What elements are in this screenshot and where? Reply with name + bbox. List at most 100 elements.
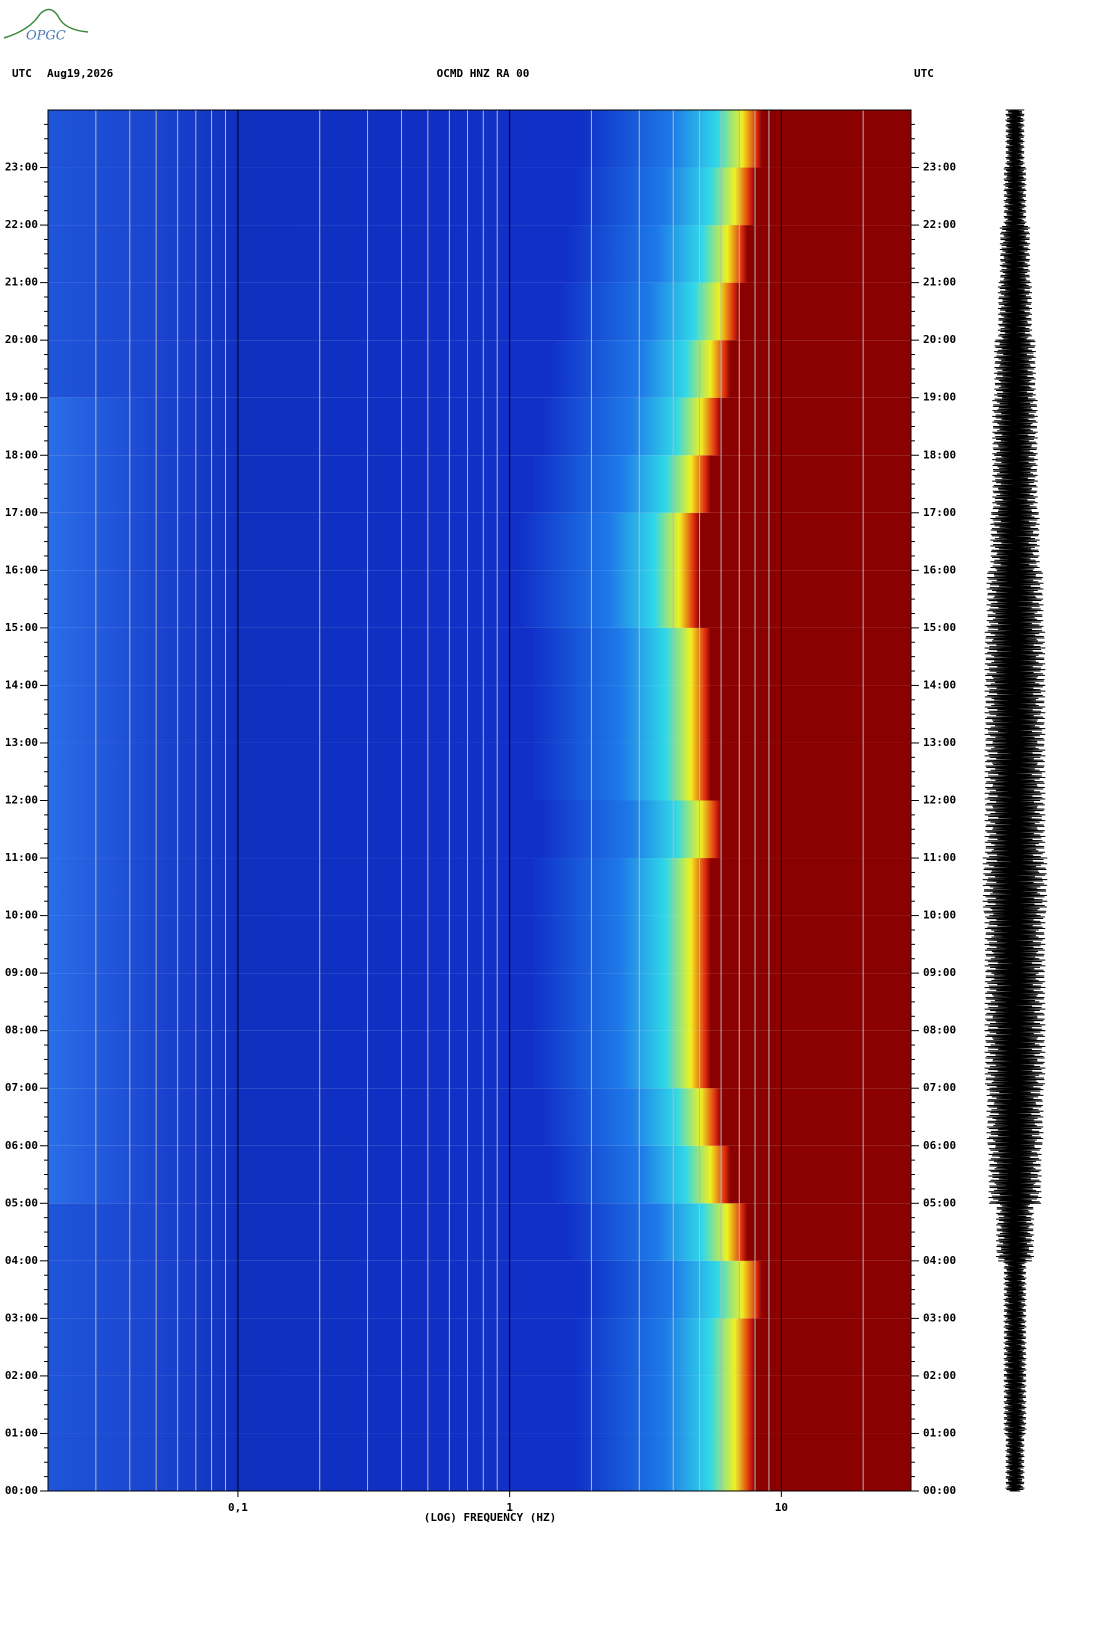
y-tick-label: 17:00	[5, 506, 38, 519]
trace-segment	[997, 282, 1033, 341]
y-tick-label: 10:00	[5, 909, 38, 922]
y-tick-label-right: 05:00	[923, 1196, 956, 1209]
y-tick-label-right: 16:00	[923, 563, 956, 576]
trace-segment	[1003, 1260, 1027, 1319]
y-tick-label: 03:00	[5, 1311, 38, 1324]
logo: OPGC	[3, 8, 89, 44]
y-tick-label-right: 02:00	[923, 1369, 956, 1382]
y-tick-label-right: 17:00	[923, 506, 956, 519]
trace-segment	[995, 1202, 1035, 1262]
spectrogram-row	[48, 1433, 911, 1491]
spectrogram-row	[48, 742, 911, 801]
x-tick-label: 1	[506, 1501, 513, 1514]
logo-text: OPGC	[26, 29, 66, 44]
spectrogram-row	[48, 1030, 911, 1089]
spectrogram-row	[48, 282, 911, 341]
y-tick-label: 12:00	[5, 794, 38, 807]
y-tick-label-right: 04:00	[923, 1254, 956, 1267]
spectrogram	[48, 110, 911, 1491]
y-tick-label: 13:00	[5, 736, 38, 749]
trace-segment	[984, 972, 1046, 1032]
y-tick-label: 16:00	[5, 563, 38, 576]
trace-segment	[988, 1145, 1042, 1204]
trace-segment	[1003, 1375, 1027, 1434]
spectrogram-row	[48, 1088, 911, 1146]
trace-segment	[984, 684, 1046, 744]
spectrogram-row	[48, 397, 911, 456]
y-tick-label-right: 09:00	[923, 966, 956, 979]
y-tick-label: 21:00	[5, 276, 38, 289]
y-tick-label: 01:00	[5, 1426, 38, 1439]
spectrogram-row	[48, 570, 911, 628]
y-tick-label: 18:00	[5, 448, 38, 461]
y-tick-label-right: 20:00	[923, 333, 956, 346]
spectrogram-row	[48, 225, 911, 283]
y-tick-label: 07:00	[5, 1081, 38, 1094]
y-tick-label-right: 21:00	[923, 276, 956, 289]
trace-segment	[999, 224, 1031, 284]
y-tick-label-right: 23:00	[923, 161, 956, 174]
y-tick-label-right: 06:00	[923, 1139, 956, 1152]
trace-segment	[984, 915, 1046, 974]
y-tick-label: 00:00	[5, 1484, 38, 1497]
y-tick-label-right: 12:00	[923, 794, 956, 807]
y-tick-label: 20:00	[5, 333, 38, 346]
trace-segment	[992, 454, 1038, 514]
y-tick-label-right: 08:00	[923, 1024, 956, 1037]
y-tick-label: 11:00	[5, 851, 38, 864]
y-tick-label: 14:00	[5, 678, 38, 691]
x-tick-label: 0,1	[228, 1501, 248, 1514]
trace-segment	[984, 627, 1046, 686]
y-tick-label: 04:00	[5, 1254, 38, 1267]
spectrogram-row	[48, 455, 911, 513]
y-tick-label: 15:00	[5, 621, 38, 634]
left-axis-title: UTC	[12, 67, 32, 80]
trace-segment	[1005, 109, 1025, 169]
trace-segment	[1003, 1317, 1027, 1377]
y-tick-label-right: 11:00	[923, 851, 956, 864]
y-tick-label-right: 07:00	[923, 1081, 956, 1094]
spectrogram-row	[48, 1145, 911, 1204]
spectrogram-row	[48, 110, 911, 168]
y-tick-label-right: 18:00	[923, 448, 956, 461]
spectrogram-row	[48, 627, 911, 686]
chart-title: OCMD HNZ RA 00	[437, 67, 530, 80]
trace-segment	[984, 1030, 1046, 1089]
y-tick-label: 23:00	[5, 161, 38, 174]
trace-segment	[994, 339, 1036, 399]
spectrogram-row	[48, 1203, 911, 1261]
spectrogram-row	[48, 1318, 911, 1376]
spectrogram-row	[48, 167, 911, 226]
spectrogram-row	[48, 915, 911, 974]
y-tick-label: 02:00	[5, 1369, 38, 1382]
y-tick-label-right: 00:00	[923, 1484, 956, 1497]
spectrogram-row	[48, 1260, 911, 1319]
x-tick-label: 10	[775, 1501, 788, 1514]
trace-segment	[986, 569, 1044, 629]
y-tick-label: 08:00	[5, 1024, 38, 1037]
date: Aug19,2026	[47, 67, 114, 80]
y-tick-label-right: 15:00	[923, 621, 956, 634]
spectrogram-row	[48, 685, 911, 743]
y-tick-label: 09:00	[5, 966, 38, 979]
y-tick-label: 05:00	[5, 1196, 38, 1209]
y-tick-label-right: 19:00	[923, 391, 956, 404]
spectrogram-row	[48, 1375, 911, 1434]
spectrogram-row	[48, 858, 911, 916]
trace-segment	[1005, 1432, 1025, 1492]
trace-segment	[982, 857, 1048, 917]
y-tick-label-right: 01:00	[923, 1426, 956, 1439]
trace-segment	[992, 397, 1038, 456]
trace-segment	[984, 742, 1046, 801]
trace-segment	[990, 512, 1040, 571]
spectrogram-row	[48, 973, 911, 1031]
y-tick-label-right: 13:00	[923, 736, 956, 749]
y-tick-label-right: 03:00	[923, 1311, 956, 1324]
spectrogram-row	[48, 800, 911, 859]
right-axis-title: UTC	[914, 67, 934, 80]
trace-segment	[986, 1087, 1044, 1147]
y-tick-label-right: 22:00	[923, 218, 956, 231]
spectrogram-row	[48, 512, 911, 571]
y-tick-label-right: 14:00	[923, 678, 956, 691]
